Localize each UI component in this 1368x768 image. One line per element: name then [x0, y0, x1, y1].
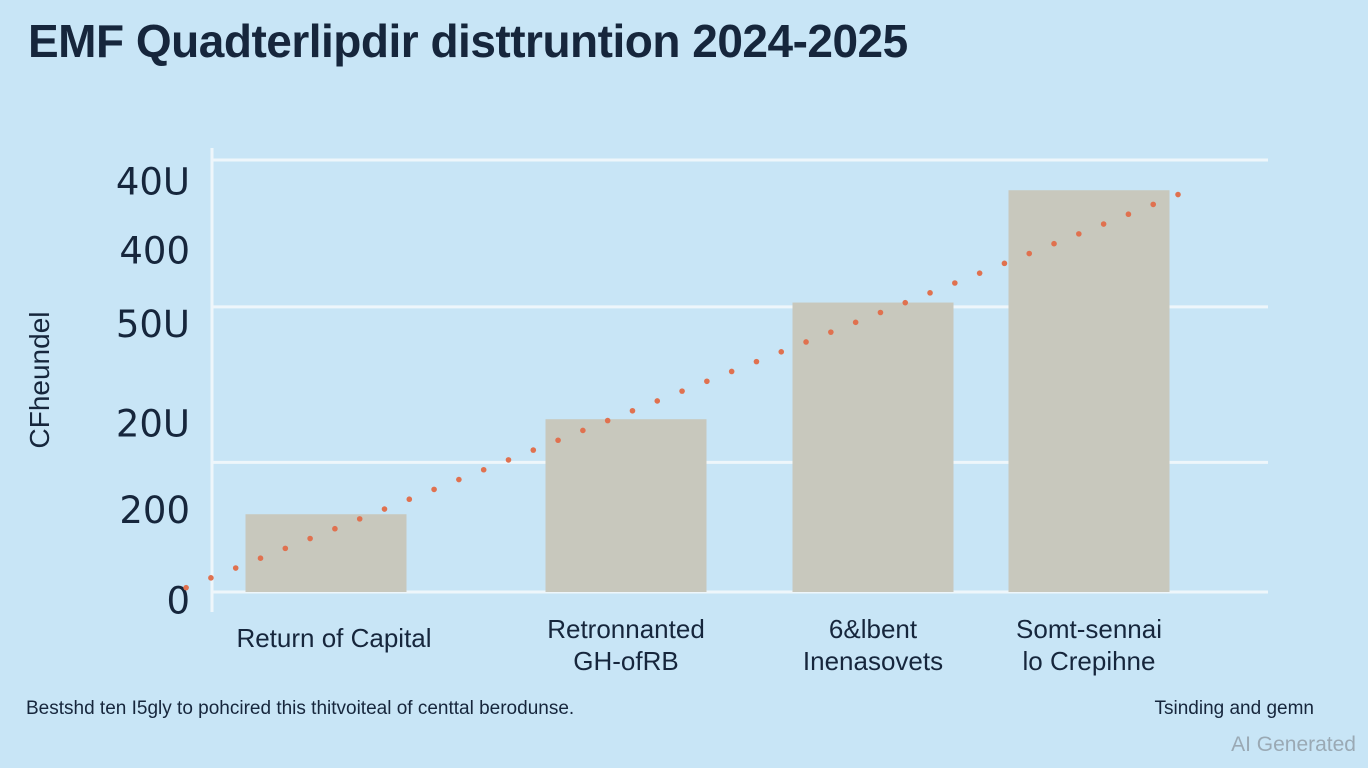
trend-dot [381, 506, 388, 512]
trend-dot [1076, 231, 1082, 237]
trend-dot [1125, 211, 1132, 218]
trend-dot [778, 349, 785, 355]
trend-dot [208, 575, 214, 581]
trend-dot [257, 555, 264, 561]
x-tick-label: 6&lbent Inenasovets [803, 613, 943, 677]
trend-dot [629, 407, 636, 414]
trend-dot [604, 417, 611, 424]
trend-dot [976, 270, 983, 276]
x-tick-label-line: Return of Capital [236, 623, 432, 653]
bar [792, 302, 954, 592]
trend-dot [332, 525, 338, 532]
trend-dot [1026, 250, 1033, 257]
trend-dot [679, 388, 685, 394]
bar [1008, 190, 1170, 593]
trend-dot [307, 535, 313, 542]
trend-dot [356, 516, 363, 522]
trend-dot [1051, 240, 1057, 247]
x-tick-label-line: 6&lbent [828, 614, 918, 644]
y-tick-label: 200 [119, 489, 190, 532]
trend-dot [728, 368, 735, 375]
trend-dot [480, 466, 487, 473]
chart-title: EMF Quadterlipdir disttruntion 2024-2025 [28, 15, 908, 67]
x-tick-label: Return of Capital [236, 622, 431, 654]
x-tick-label-line: Inenasovets [802, 646, 944, 676]
y-tick-label: 20U [116, 403, 190, 446]
trend-dot [1100, 221, 1107, 227]
trend-dot [232, 565, 239, 571]
trend-dot [828, 329, 834, 335]
trend-dot [704, 378, 710, 385]
bar [545, 419, 707, 592]
trend-dot [555, 437, 561, 444]
trend-dot [803, 339, 809, 345]
y-tick-label: 400 [119, 230, 190, 273]
x-tick-label: Somt-sennai lo Crepihne [1016, 613, 1162, 677]
trend-dot [1001, 260, 1008, 267]
y-tick-label: 40U [116, 161, 190, 204]
trend-dot [456, 476, 462, 483]
trend-dot [1150, 201, 1157, 208]
trend-dot [877, 309, 884, 316]
trend-dot [1175, 191, 1181, 198]
trend-dot [952, 280, 958, 286]
trend-dot [927, 290, 933, 296]
trend-dot [654, 398, 661, 404]
trend-dot [406, 496, 413, 503]
trend-dot [530, 447, 537, 453]
bar [245, 514, 407, 592]
x-tick-label-line: Retronnanted [547, 614, 705, 644]
x-tick-label-line: lo Crepihne [1022, 646, 1156, 676]
trend-dot [505, 457, 512, 463]
x-tick-label-line: Somt-sennai [1016, 614, 1162, 644]
y-tick-label: 0 [166, 580, 190, 623]
trend-dot [183, 584, 189, 591]
trend-dot [902, 299, 909, 306]
x-tick-label: Retronnanted GH-ofRB [547, 613, 705, 677]
trend-dot [431, 486, 437, 493]
footnote-right: Tsinding and gemn [1154, 698, 1315, 719]
watermark: AI Generated [1231, 733, 1356, 756]
trend-dot [852, 319, 859, 326]
trend-dot [580, 427, 586, 434]
trend-dot [282, 545, 289, 552]
y-tick-label: 50U [116, 303, 190, 346]
x-tick-label-line: GH-ofRB [573, 646, 679, 676]
footnote: Bestshd ten I5gly to pohcired this thitv… [26, 698, 575, 719]
trend-dot [753, 358, 760, 365]
